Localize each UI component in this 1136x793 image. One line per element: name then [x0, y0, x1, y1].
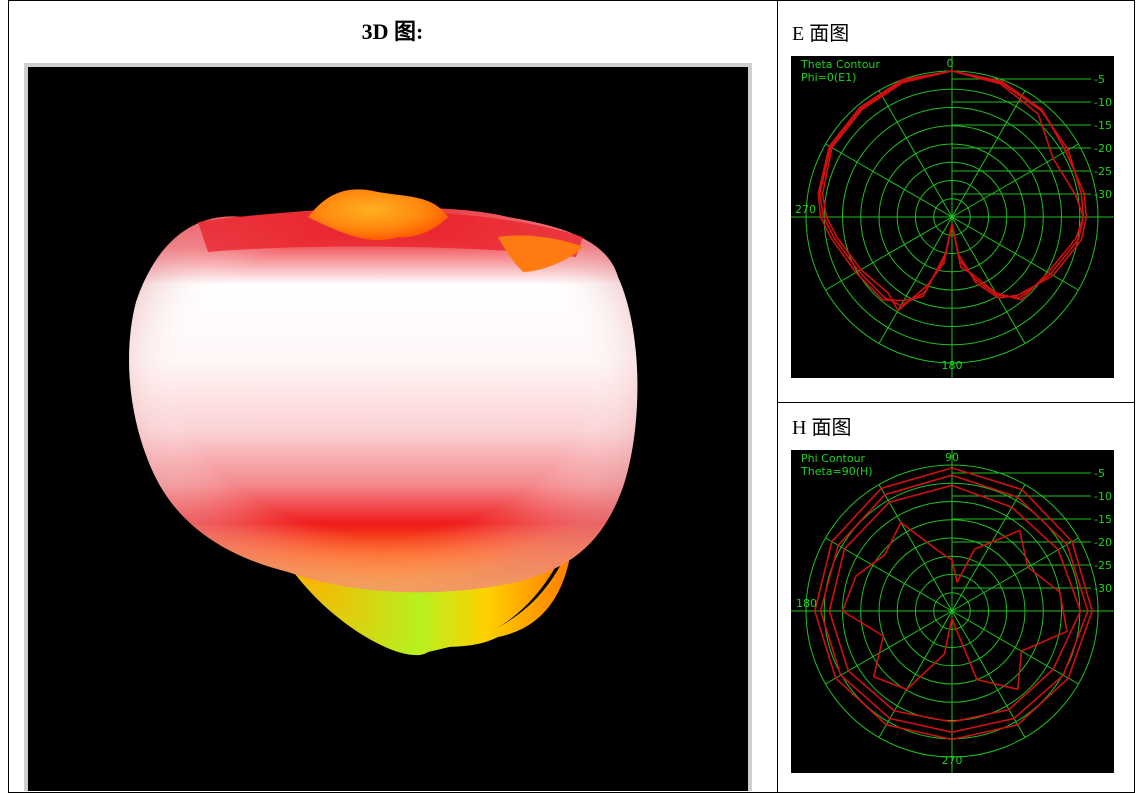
- polar-spoke: [825, 537, 953, 612]
- ring-level-label: -15: [1094, 513, 1112, 526]
- e-plane-subtitle: Phi=0(E1): [801, 71, 856, 84]
- polar-spoke: [951, 484, 1026, 612]
- ring-level-label: -10: [1094, 490, 1112, 503]
- polar-spoke: [878, 484, 953, 612]
- pattern-trace: [828, 484, 1082, 723]
- polar-spoke: [951, 537, 1079, 612]
- radiation-3d-render: [129, 189, 638, 656]
- pattern-trace: [813, 467, 1094, 741]
- e-angle-label-bottom: 180: [942, 359, 963, 372]
- polar-spoke: [951, 610, 1079, 685]
- title-h-plane: H 面图: [792, 417, 852, 439]
- h-plane-plot: -5 -10 -15 -20 -25 -30 Phi Contour Theta=90(H…: [791, 450, 1114, 773]
- polar-spoke: [825, 216, 953, 291]
- ring-level-label: -30: [1094, 582, 1112, 595]
- column-divider: [777, 0, 778, 793]
- ring-level-label: -5: [1094, 73, 1105, 86]
- polar-spoke: [878, 216, 953, 344]
- polar-spoke: [951, 610, 1026, 738]
- ring-level-label: -5: [1094, 467, 1105, 480]
- h-plane-polar-chart: -5 -10 -15 -20 -25 -30 Phi Contour Theta=90(H…: [791, 450, 1114, 773]
- h-plane-title: Phi Contour: [801, 452, 866, 465]
- polar-spoke: [825, 610, 953, 685]
- title-3d-view: 3D 图:: [361, 19, 424, 44]
- h-angle-label-top: 90: [945, 451, 959, 464]
- polar-spoke: [878, 610, 953, 738]
- e-plane-plot: -5 -10 -15 -20 -25 -30 Theta Contour Phi=0(E1…: [791, 56, 1114, 378]
- ring-level-label: -30: [1094, 188, 1112, 201]
- ring-level-label: -25: [1094, 165, 1112, 178]
- ring-level-label: -10: [1094, 96, 1112, 109]
- ring-level-label: -15: [1094, 119, 1112, 132]
- title-e-plane: E 面图: [792, 23, 850, 45]
- radiation-3d-viewport[interactable]: [24, 63, 752, 791]
- pattern-trace: [819, 474, 1089, 734]
- ring-level-label: -25: [1094, 559, 1112, 572]
- e-angle-label-top: 0: [947, 57, 954, 70]
- e-plane-polar-chart: -5 -10 -15 -20 -25 -30 Theta Contour Phi=0(E1…: [791, 56, 1114, 378]
- pattern-trace: [841, 521, 1068, 691]
- h-plane-subtitle: Theta=90(H): [800, 465, 873, 478]
- polar-spoke: [951, 90, 1026, 218]
- row-divider: [777, 402, 1135, 403]
- polar-spoke: [951, 216, 1026, 344]
- e-angle-label-left: 270: [795, 203, 816, 216]
- h-angle-label-bottom: 270: [942, 754, 963, 767]
- polar-spoke: [951, 143, 1079, 218]
- polar-spoke: [825, 143, 953, 218]
- h-angle-label-left: 180: [796, 597, 817, 610]
- polar-spoke: [878, 90, 953, 218]
- ring-level-label: -20: [1094, 142, 1112, 155]
- e-plane-title: Theta Contour: [800, 58, 880, 71]
- ring-level-label: -20: [1094, 536, 1112, 549]
- polar-spoke: [951, 216, 1079, 291]
- pattern-trace: [817, 70, 1088, 302]
